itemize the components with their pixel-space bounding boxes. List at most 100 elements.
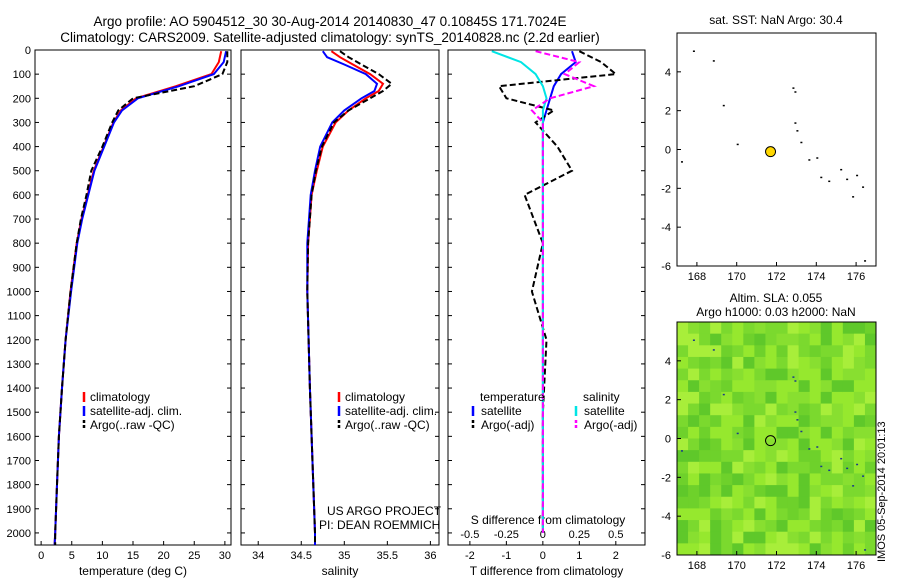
heatmap-cell (809, 415, 822, 428)
heatmap-cell (842, 508, 855, 521)
heatmap-cell (853, 508, 866, 521)
heatmap-cell (798, 485, 811, 498)
coast-point (852, 196, 855, 198)
coast-point (722, 104, 725, 107)
heatmap-cell (864, 345, 877, 358)
heatmap-cell (809, 322, 822, 335)
heatmap-cell (864, 450, 877, 463)
heatmap-cell (688, 485, 700, 498)
series-satellite-temperature (53, 50, 228, 546)
heatmap-cell (842, 356, 855, 370)
heatmap-cell (809, 356, 822, 370)
series-sal-argo-diff (530, 50, 597, 533)
heatmap-cell (787, 368, 800, 381)
heatmap-cell (798, 438, 811, 451)
salinity-scale-tick-label: -0.5 (460, 529, 479, 541)
heatmap-cell (754, 391, 766, 405)
coast-point (820, 176, 823, 179)
heatmap-cell (710, 531, 722, 544)
y-tick-label: 1700 (7, 455, 31, 467)
legend-label: climatology (90, 390, 150, 404)
heatmap-cell (677, 426, 689, 439)
heatmap-cell (721, 345, 733, 358)
heatmap-cell (754, 333, 766, 346)
heatmap-cell (699, 461, 711, 474)
heatmap-cell (710, 356, 722, 370)
heatmap-cell (765, 426, 777, 439)
legend-header-salinity: salinity (583, 390, 620, 404)
heatmap-cell (809, 543, 822, 556)
map-y-tick-label: 2 (665, 106, 671, 118)
heatmap-cell (798, 426, 811, 439)
x-tick-label: 36 (424, 550, 436, 562)
heatmap-cell (743, 391, 755, 405)
x-tick-label: 10 (96, 550, 108, 562)
coast-point (692, 339, 695, 341)
coast-point (816, 157, 819, 159)
series-argo-temperature (54, 51, 229, 545)
heatmap-cell (776, 345, 789, 358)
heatmap-cell (864, 356, 877, 370)
heatmap-cell (853, 450, 866, 463)
heatmap-cell (776, 508, 789, 521)
heatmap-cell (842, 485, 855, 498)
heatmap-cell (787, 415, 800, 428)
x-tick-label: 30 (219, 550, 231, 562)
heatmap-cell (853, 368, 866, 381)
salinity-scale-tick-label: -0.25 (494, 529, 519, 541)
heatmap-cell (765, 345, 777, 358)
heatmap-cell (765, 473, 777, 486)
map-x-tick-label: 170 (728, 271, 746, 283)
heatmap-cell (809, 508, 822, 521)
heatmap-cell (820, 368, 833, 381)
legend-label: climatology (345, 390, 405, 404)
heatmap-cell (842, 496, 855, 509)
coast-point (828, 469, 831, 472)
heatmap-cell (743, 473, 755, 486)
heatmap-cell (710, 345, 722, 358)
y-tick-label: 1100 (7, 311, 31, 323)
heatmap-cell (754, 356, 766, 370)
heatmap-cell (853, 345, 866, 358)
heatmap-cell (798, 322, 811, 335)
map-x-tick-label: 176 (847, 271, 865, 283)
x-tick-label: 35 (338, 550, 350, 562)
heatmap-cell (699, 438, 711, 451)
heatmap-cell (787, 450, 800, 463)
heatmap-cell (721, 426, 733, 439)
heatmap-cell (787, 461, 800, 474)
coast-point (828, 180, 831, 183)
heatmap-cell (798, 461, 811, 474)
map-x-tick-label: 176 (847, 560, 865, 572)
heatmap-cell (710, 473, 722, 486)
heatmap-cell (754, 508, 766, 521)
y-tick-label: 0 (25, 45, 31, 57)
heatmap-cell (677, 333, 689, 346)
map-x-tick-label: 170 (728, 560, 746, 572)
map-y-tick-label: -6 (661, 550, 671, 562)
heatmap-cell (732, 496, 744, 509)
heatmap-cell (710, 461, 722, 474)
heatmap-cell (787, 391, 800, 405)
map-y-tick-label: 2 (665, 395, 671, 407)
x-tick-label: -2 (465, 550, 475, 562)
heatmap-cell (798, 496, 811, 509)
map-y-tick-label: -6 (661, 261, 671, 273)
heatmap-cell (688, 450, 700, 463)
coast-point (856, 463, 859, 466)
heatmap-cell (820, 333, 833, 346)
heatmap-cell (677, 380, 689, 393)
heatmap-cell (688, 438, 700, 451)
coast-point (712, 349, 715, 351)
heatmap-cell (864, 473, 877, 486)
heatmap-cell (754, 496, 766, 509)
coast-point (712, 60, 715, 62)
heatmap-cell (677, 473, 689, 486)
heatmap-cell (721, 391, 733, 405)
heatmap-cell (677, 438, 689, 451)
heatmap-cell (798, 356, 811, 370)
heatmap-cell (699, 415, 711, 428)
heatmap-cell (831, 333, 844, 346)
heatmap-cell (754, 322, 766, 335)
s-difference-label: S difference from climatology (471, 513, 626, 527)
